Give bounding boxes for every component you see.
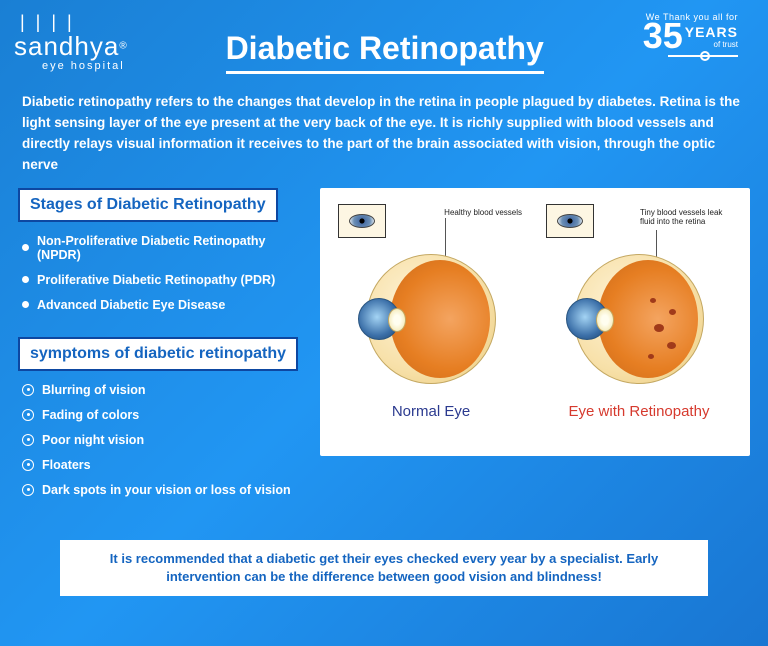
eye-diagram-panel: Healthy blood vessels Normal Eye Tiny bl… (320, 188, 750, 456)
list-item: Dark spots in your vision or loss of vis… (22, 483, 308, 497)
logo-subtitle: eye hospital (42, 60, 125, 72)
list-item: Blurring of vision (22, 383, 308, 397)
list-item: Non-Proliferative Diabetic Retinopathy (… (22, 234, 308, 262)
eye-thumb-icon (338, 204, 386, 238)
logo-marks: | | | | (20, 12, 75, 33)
eye-thumb-icon (546, 204, 594, 238)
intro-paragraph: Diabetic retinopathy refers to the chang… (0, 74, 768, 188)
normal-eye-note: Healthy blood vessels (444, 208, 522, 218)
retinopathy-eye-note: Tiny blood vessels leak fluid into the r… (640, 208, 730, 227)
list-item: Advanced Diabetic Eye Disease (22, 298, 308, 312)
stage-label: Non-Proliferative Diabetic Retinopathy (… (37, 234, 308, 262)
eyeball-icon (574, 254, 704, 384)
symptom-label: Dark spots in your vision or loss of vis… (42, 483, 291, 497)
badge-years: YEARS (685, 24, 738, 40)
list-item: Floaters (22, 458, 308, 472)
stages-header: Stages of Diabetic Retinopathy (18, 188, 278, 222)
list-item: Proliferative Diabetic Retinopathy (PDR) (22, 273, 308, 287)
normal-eye-block: Healthy blood vessels Normal Eye (330, 202, 532, 446)
retinopathy-eye-label: Eye with Retinopathy (569, 403, 710, 420)
symptoms-header: symptoms of diabetic retinopathy (18, 337, 298, 371)
retinopathy-eye-diagram: Tiny blood vessels leak fluid into the r… (538, 202, 740, 397)
eyeball-icon (366, 254, 496, 384)
eye-bullet-icon (22, 384, 34, 396)
eye-bullet-icon (22, 459, 34, 471)
content-row: Stages of Diabetic Retinopathy Non-Proli… (0, 188, 768, 522)
stage-label: Advanced Diabetic Eye Disease (37, 298, 225, 312)
logo-name: sandhya (14, 31, 119, 61)
logo: | | | | sandhya® eye hospital (14, 12, 127, 72)
title-wrap: Diabetic Retinopathy (226, 30, 544, 74)
symptom-label: Floaters (42, 458, 91, 472)
list-item: Fading of colors (22, 408, 308, 422)
eye-bullet-icon (22, 434, 34, 446)
eye-bullet-icon (22, 484, 34, 496)
badge-trust: of trust (685, 40, 738, 49)
eye-bullet-icon (22, 409, 34, 421)
stages-list: Non-Proliferative Diabetic Retinopathy (… (18, 234, 308, 337)
page-title: Diabetic Retinopathy (226, 30, 544, 74)
logo-registered: ® (119, 41, 126, 52)
badge-underline-icon (668, 51, 738, 57)
header: | | | | sandhya® eye hospital Diabetic R… (0, 0, 768, 74)
recommendation-footer: It is recommended that a diabetic get th… (60, 540, 708, 596)
stage-label: Proliferative Diabetic Retinopathy (PDR) (37, 273, 275, 287)
retinopathy-eye-block: Tiny blood vessels leak fluid into the r… (538, 202, 740, 446)
symptom-label: Poor night vision (42, 433, 144, 447)
left-column: Stages of Diabetic Retinopathy Non-Proli… (18, 188, 308, 522)
symptoms-list: Blurring of vision Fading of colors Poor… (18, 383, 308, 522)
bullet-icon (22, 244, 29, 251)
normal-eye-label: Normal Eye (392, 403, 470, 420)
symptom-label: Blurring of vision (42, 383, 145, 397)
bullet-icon (22, 301, 29, 308)
anniversary-badge: We Thank you all for 35 YEARS of trust (643, 12, 738, 57)
normal-eye-diagram: Healthy blood vessels (330, 202, 532, 397)
symptom-label: Fading of colors (42, 408, 139, 422)
bullet-icon (22, 276, 29, 283)
list-item: Poor night vision (22, 433, 308, 447)
badge-number: 35 (643, 22, 683, 51)
